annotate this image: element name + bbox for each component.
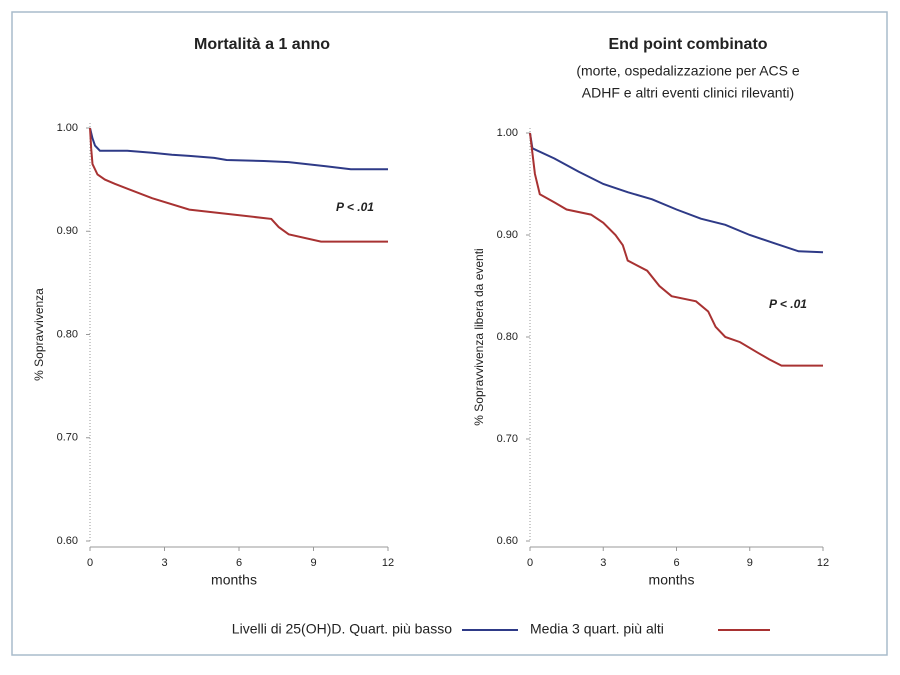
y-tick-label: 0.70	[57, 432, 78, 444]
x-axis-label: months	[211, 572, 257, 588]
y-axis-label: % Sopravvivenza libera da eventi	[472, 248, 486, 425]
chart-title: End point combinato	[608, 36, 767, 53]
y-tick-label: 0.90	[57, 225, 78, 237]
x-tick-label: 3	[161, 557, 167, 569]
y-tick-label: 0.60	[497, 535, 518, 547]
x-tick-label: 12	[382, 557, 394, 569]
x-tick-label: 3	[600, 557, 606, 569]
x-axis-label: months	[649, 572, 695, 588]
y-axis-label: % Sopravvivenza	[32, 288, 46, 381]
km-curve	[89, 127, 388, 171]
chart-subtitle: ADHF e altri eventi clinici rilevanti)	[582, 85, 794, 101]
km-curve	[89, 127, 388, 243]
x-tick-label: 9	[747, 557, 753, 569]
y-tick-label: 0.80	[57, 328, 78, 340]
legend-label: Media 3 quart. più alti	[530, 621, 664, 637]
y-tick-label: 0.60	[57, 535, 78, 547]
y-tick-label: 0.80	[497, 331, 518, 343]
frame	[11, 11, 888, 656]
km-curve	[529, 132, 823, 367]
annotation: P < .01	[769, 297, 807, 311]
annotation: P < .01	[336, 200, 374, 214]
chart-subtitle: (morte, ospedalizzazione per ACS e	[576, 63, 800, 79]
y-tick-label: 1.00	[57, 122, 78, 134]
y-tick-label: 0.70	[497, 433, 518, 445]
x-tick-label: 0	[87, 557, 93, 569]
x-tick-label: 0	[527, 557, 533, 569]
km-curve	[529, 132, 824, 254]
x-tick-label: 9	[310, 557, 316, 569]
legend-label: Livelli di 25(OH)D. Quart. più basso	[232, 621, 452, 637]
chart-title: Mortalità a 1 anno	[194, 36, 330, 53]
x-tick-label: 6	[236, 557, 242, 569]
y-tick-label: 1.00	[497, 127, 518, 139]
x-tick-label: 6	[673, 557, 679, 569]
x-tick-label: 12	[817, 557, 829, 569]
y-tick-label: 0.90	[497, 229, 518, 241]
